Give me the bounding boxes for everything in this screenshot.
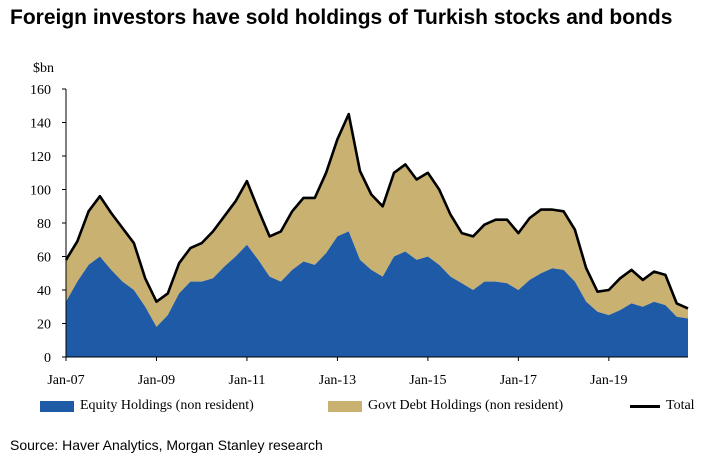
y-tick-label: 20 <box>37 318 51 333</box>
x-tick-label: Jan-15 <box>409 373 446 388</box>
legend-swatch-total <box>630 404 660 408</box>
y-tick-label: 80 <box>37 217 51 232</box>
x-tick-label: Jan-19 <box>590 373 627 388</box>
y-tick-label: 0 <box>44 351 51 366</box>
x-tick-label: Jan-11 <box>229 373 266 388</box>
x-tick-label: Jan-07 <box>47 373 84 388</box>
y-tick-label: 160 <box>30 83 51 98</box>
legend: Equity Holdings (non resident) Govt Debt… <box>40 398 705 420</box>
legend-label-total: Total <box>666 398 695 413</box>
series-area-equity <box>66 231 688 357</box>
y-axis-ticks: 0 20 40 60 80 100 120 140 160 <box>30 83 66 366</box>
legend-swatch-debt <box>328 400 362 412</box>
source-note: Source: Haver Analytics, Morgan Stanley … <box>10 437 323 453</box>
legend-item-total: Total <box>630 398 695 414</box>
y-axis-unit-label: $bn <box>33 61 54 76</box>
legend-label-debt: Govt Debt Holdings (non resident) <box>368 398 564 413</box>
y-tick-label: 140 <box>30 117 51 132</box>
y-tick-label: 40 <box>37 284 51 299</box>
series-line-total <box>64 112 689 310</box>
x-tick-label: Jan-09 <box>138 373 175 388</box>
legend-item-equity: Equity Holdings (non resident) <box>40 398 254 414</box>
x-tick-label: Jan-13 <box>319 373 356 388</box>
y-tick-label: 60 <box>37 251 51 266</box>
chart-title: Foreign investors have sold holdings of … <box>10 6 673 29</box>
x-tick-label: Jan-17 <box>500 373 537 388</box>
y-tick-label: 100 <box>30 184 51 199</box>
legend-swatch-equity <box>40 400 74 412</box>
legend-item-debt: Govt Debt Holdings (non resident) <box>328 398 563 414</box>
y-tick-label: 120 <box>30 150 51 165</box>
axis-lines <box>65 89 688 358</box>
series-area-govt-debt <box>66 114 688 327</box>
stacked-areas <box>64 112 689 357</box>
x-axis-ticks: Jan-07 Jan-09 Jan-11 Jan-13 Jan-15 Jan-17 Jan-… <box>47 357 628 388</box>
legend-label-equity: Equity Holdings (non resident) <box>80 398 254 413</box>
